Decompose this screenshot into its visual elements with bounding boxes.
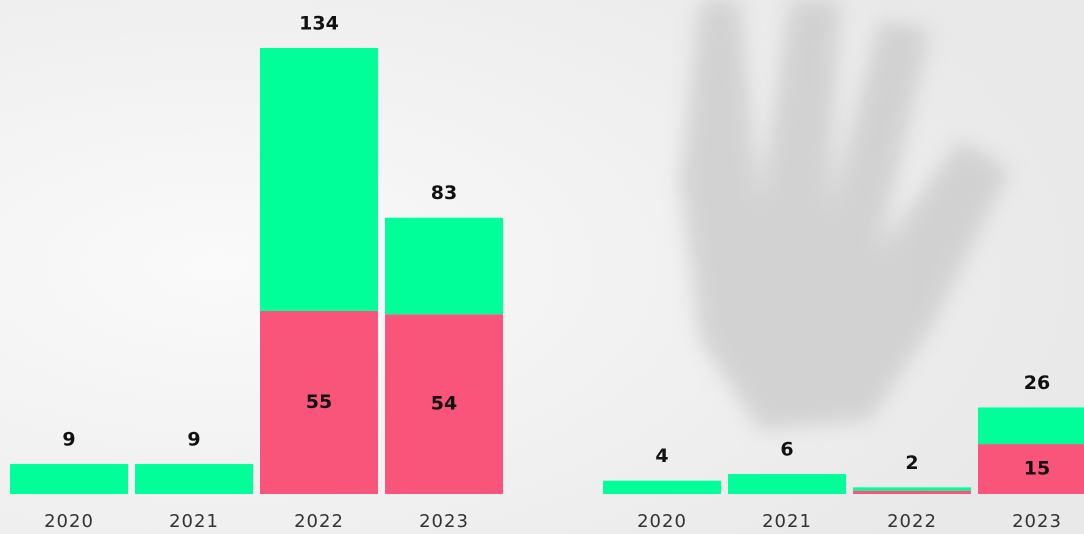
total-label: 4 [655,445,668,467]
bar-segment [385,217,503,315]
x-tick-label: 2023 [419,511,469,532]
hand-shadow [680,0,1010,430]
bar-segment [853,490,971,494]
x-tick-label: 2022 [294,511,344,532]
total-label: 26 [1024,372,1050,394]
bar-segment [978,407,1084,445]
segment-label: 54 [431,393,457,415]
total-label: 2 [905,452,918,474]
segment-label: 15 [1024,458,1050,480]
total-label: 6 [780,439,793,461]
x-tick-label: 2020 [637,511,687,532]
bar-segment [385,314,503,494]
bar-segment [603,480,721,494]
x-tick-label: 2021 [169,511,219,532]
bar-segment [728,474,846,494]
total-label: 134 [299,12,339,34]
x-tick-label: 2020 [44,511,94,532]
total-label: 83 [431,182,457,204]
bar-segment [10,464,128,494]
total-label: 9 [187,429,200,451]
x-tick-label: 2021 [762,511,812,532]
x-tick-label: 2023 [1012,511,1062,532]
bar-segment [260,310,378,494]
bar-segment [135,464,253,494]
bar-segment [978,444,1084,494]
segment-label: 55 [306,391,332,413]
bar-segment [853,487,971,491]
x-tick-label: 2022 [887,511,937,532]
total-label: 9 [62,429,75,451]
bar-segment [260,47,378,311]
